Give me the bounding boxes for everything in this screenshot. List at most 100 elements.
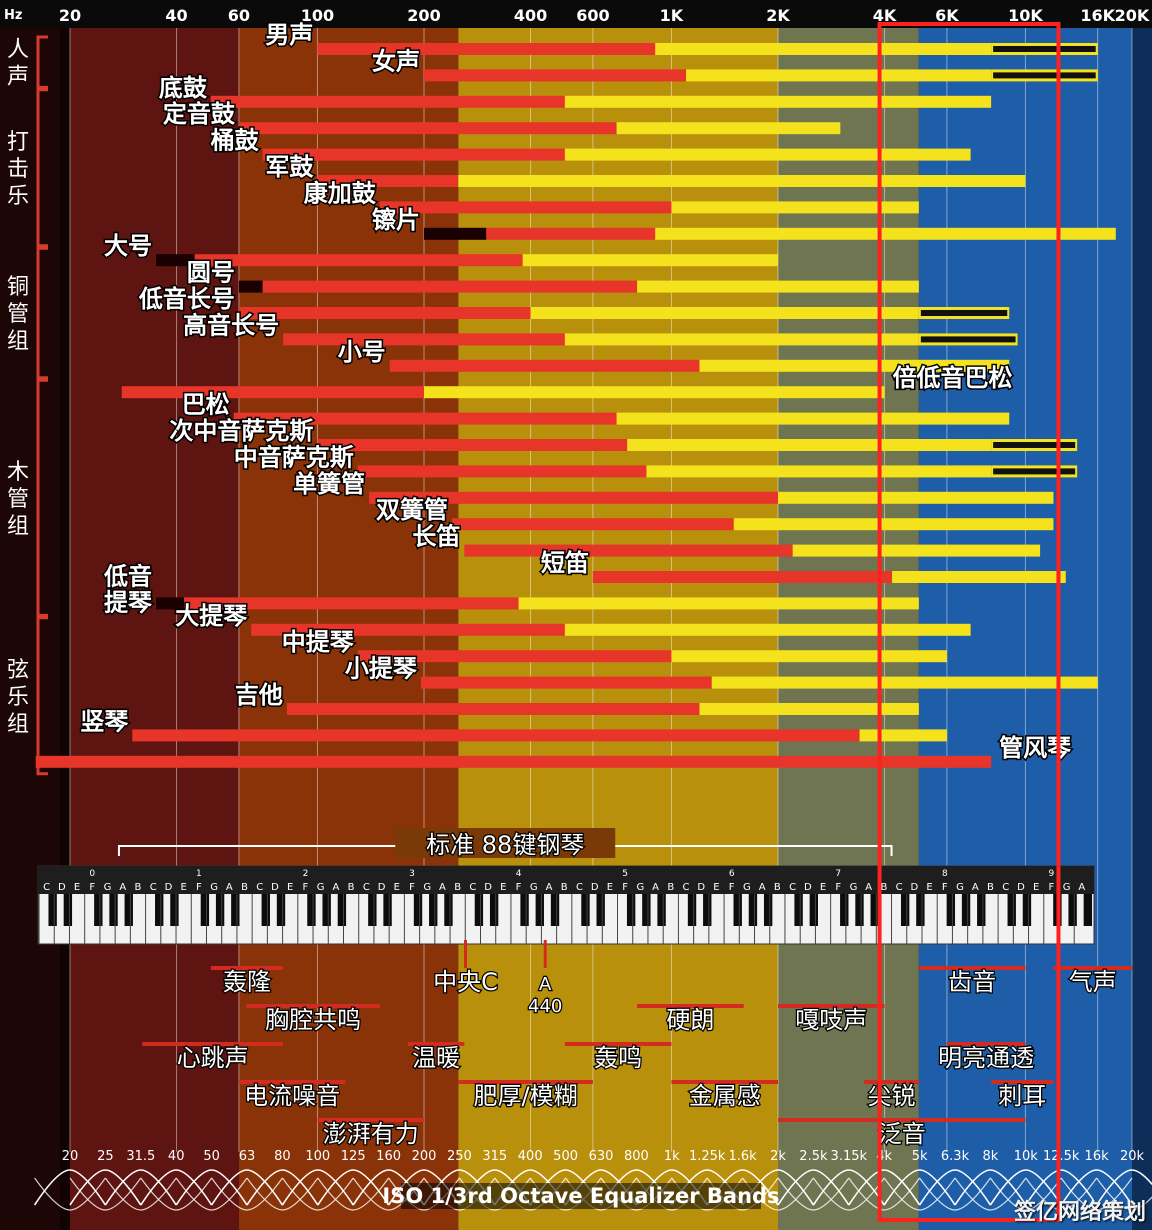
piano-black-key bbox=[535, 894, 544, 926]
eq-band-curve bbox=[1025, 1169, 1098, 1206]
piano-note-name: F bbox=[89, 882, 95, 893]
bottom-tick-label: 160 bbox=[376, 1149, 401, 1164]
piano-black-key bbox=[94, 894, 103, 926]
group-label: 管 bbox=[7, 487, 29, 512]
eq-band-curve bbox=[104, 1169, 177, 1206]
piano-note-name: G bbox=[956, 882, 964, 893]
piano-black-key bbox=[48, 894, 57, 926]
eq-band-curve-lower bbox=[777, 1177, 850, 1211]
piano-black-key bbox=[840, 894, 849, 926]
instrument-row: 次中音萨克斯 bbox=[168, 416, 1078, 451]
descriptor: 气声 bbox=[1053, 966, 1132, 997]
descriptor-label: 电流噪音 bbox=[244, 1082, 340, 1110]
piano-note-name: C bbox=[150, 882, 157, 893]
bottom-caption-backing bbox=[401, 1183, 761, 1209]
range-bar-air bbox=[920, 336, 1016, 343]
range-bar-fundamental bbox=[379, 201, 672, 214]
descriptor-label: A bbox=[539, 974, 552, 995]
piano-note-name: A bbox=[439, 882, 446, 893]
group-label: 人 bbox=[7, 38, 29, 63]
range-bar-fundamental bbox=[184, 597, 519, 610]
top-tick-label: 20 bbox=[59, 6, 81, 25]
instrument-row: 巴松 bbox=[180, 389, 1010, 425]
descriptor: 温暖 bbox=[407, 1042, 465, 1073]
instrument-label: 低音 bbox=[103, 562, 152, 590]
piano-note-name: F bbox=[942, 882, 948, 893]
range-bar-air bbox=[993, 46, 1096, 52]
piano-note-name: B bbox=[454, 882, 461, 893]
instrument-label: 竖琴 bbox=[80, 707, 128, 735]
piano-note-name: D bbox=[697, 882, 705, 893]
group-label: 打 bbox=[7, 130, 29, 155]
piano-note-name: G bbox=[423, 882, 431, 893]
bottom-tick-label: 5k bbox=[912, 1149, 928, 1164]
bottom-tick-label: 100 bbox=[305, 1149, 330, 1164]
piano-note-name: D bbox=[58, 882, 66, 893]
piano-note-name: C bbox=[789, 882, 796, 893]
eq-band-curve-lower bbox=[140, 1177, 213, 1211]
piano-note-name: G bbox=[317, 882, 325, 893]
top-tick-label: 10K bbox=[1008, 6, 1043, 25]
range-bar-fundamental bbox=[194, 254, 523, 267]
highlight-box bbox=[877, 22, 1061, 1222]
bottom-tick-label: 250 bbox=[447, 1149, 472, 1164]
eq-band-curve-lower bbox=[246, 1177, 319, 1211]
descriptor: 刺耳 bbox=[991, 1080, 1054, 1111]
eq-band-curve bbox=[140, 1169, 213, 1206]
piano-black-key bbox=[337, 894, 347, 926]
eq-band-curve-lower bbox=[69, 1177, 142, 1211]
eq-band-curve bbox=[246, 1169, 319, 1206]
piano-black-key bbox=[1007, 894, 1016, 926]
range-bar-harmonics bbox=[646, 465, 992, 478]
range-bar-fundamental bbox=[424, 69, 687, 82]
group-label: 乐 bbox=[7, 685, 29, 710]
bottom-tick-label: 2k bbox=[770, 1149, 786, 1164]
piano-black-key bbox=[870, 894, 879, 926]
piano-black-key bbox=[413, 894, 423, 926]
range-bar-fundamental bbox=[452, 518, 734, 531]
range-bar-fundamental bbox=[464, 544, 793, 557]
instrument-label: 单簧管 bbox=[293, 470, 365, 498]
range-bar-harmonics bbox=[859, 729, 947, 742]
piano-note-name: G bbox=[210, 882, 218, 893]
piano-black-key bbox=[703, 894, 712, 926]
bottom-tick-label: 20 bbox=[62, 1149, 79, 1164]
piano-note-name: B bbox=[880, 882, 887, 893]
instrument-label: 镲片 bbox=[372, 206, 420, 234]
range-bar-air bbox=[993, 468, 1076, 475]
range-bar-fundamental bbox=[210, 95, 565, 108]
range-bar-fundamental bbox=[317, 175, 459, 187]
instrument-row: 底鼓 bbox=[157, 72, 992, 108]
descriptor-label: 心跳声 bbox=[177, 1044, 249, 1072]
bottom-tick-label: 63 bbox=[239, 1149, 256, 1164]
piano-black-key bbox=[977, 894, 986, 926]
range-bar-harmonics bbox=[616, 122, 841, 135]
top-tick-label: 100 bbox=[301, 6, 334, 25]
group-label: 弦 bbox=[7, 658, 29, 683]
piano-note-name: C bbox=[896, 882, 903, 893]
instrument-label: 低音长号 bbox=[138, 285, 235, 313]
bottom-tick-label: 1.6k bbox=[728, 1149, 757, 1164]
group-label: 管 bbox=[7, 302, 29, 327]
range-bar-fundamental bbox=[389, 359, 700, 372]
range-bar-air bbox=[993, 442, 1076, 448]
piano-note-name: E bbox=[74, 882, 80, 893]
piano-black-key bbox=[170, 894, 179, 926]
instrument-row: 小提琴 bbox=[343, 653, 1098, 689]
instrument-label: 中音萨克斯 bbox=[234, 443, 354, 471]
piano-black-key bbox=[794, 894, 803, 926]
range-bar-fundamental bbox=[317, 439, 628, 451]
range-bar-harmonics bbox=[655, 43, 992, 55]
descriptor: 齿音 bbox=[918, 966, 1026, 997]
instrument-label: 桶鼓 bbox=[211, 127, 260, 155]
range-bar-harmonics bbox=[564, 623, 971, 636]
top-tick-label: 1K bbox=[660, 6, 684, 25]
range-bar-low bbox=[238, 280, 263, 293]
piano-note-name: F bbox=[516, 882, 522, 893]
piano-octave-number: 6 bbox=[729, 869, 735, 879]
piano-black-key bbox=[657, 894, 666, 926]
eq-band-curve bbox=[883, 1169, 956, 1206]
piano-note-name: D bbox=[271, 882, 279, 893]
eq-band-curve bbox=[848, 1169, 921, 1206]
